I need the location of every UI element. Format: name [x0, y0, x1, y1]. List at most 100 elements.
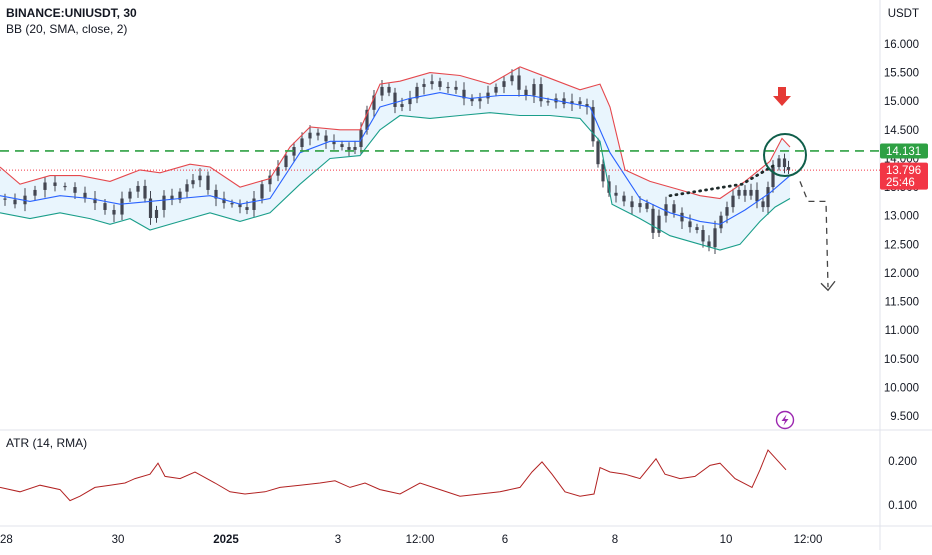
price-tick-label: 11.500 — [885, 297, 919, 309]
atr-tick-label: 0.200 — [888, 456, 917, 468]
time-axis[interactable]: 28 30 2025 3 12:00 6 8 10 12:00 — [0, 534, 822, 546]
price-tick-label: 12.500 — [884, 239, 919, 251]
candle-body — [238, 204, 242, 208]
last-price-tag-bg — [880, 162, 928, 190]
candle-body — [387, 86, 391, 93]
candle-body — [510, 75, 514, 82]
resistance-price-tag-text: 14.131 — [886, 146, 921, 158]
candle-body — [206, 175, 210, 190]
candle-body — [3, 198, 7, 200]
candle-body — [502, 81, 506, 87]
candle-body — [332, 141, 336, 145]
candle-body — [353, 147, 357, 150]
candle-body — [43, 182, 47, 190]
projection-path[interactable] — [799, 181, 829, 288]
candle-body — [120, 198, 124, 215]
arrow-head — [773, 96, 791, 106]
candle-body — [112, 209, 116, 215]
candle-body — [73, 187, 77, 193]
candle-body — [276, 167, 280, 176]
candle-body — [731, 195, 735, 208]
candle-body — [415, 86, 419, 99]
atr-indicator-title[interactable]: ATR (14, RMA) — [6, 436, 88, 450]
candle-body — [13, 199, 17, 205]
candle-body — [743, 189, 747, 196]
candle-body — [438, 81, 442, 87]
dotted-trendline[interactable] — [668, 162, 778, 198]
candle-body — [422, 84, 426, 87]
candle-body — [601, 164, 605, 182]
candle-body — [347, 147, 351, 150]
price-axis[interactable]: USDT16.00015.50015.00014.50014.00013.500… — [884, 8, 919, 423]
arrow-down-icon[interactable] — [773, 87, 791, 106]
price-tick-label: 13.000 — [884, 211, 919, 223]
candle-body — [664, 204, 668, 216]
highlight-circle[interactable] — [763, 133, 807, 178]
candle-body — [719, 215, 723, 229]
resistance-price-tag-bg — [880, 143, 928, 159]
candle-body — [359, 129, 363, 148]
candle-body — [591, 106, 595, 142]
price-tick-label: 15.500 — [884, 68, 919, 80]
candle-body — [532, 84, 536, 96]
candle-body — [393, 92, 397, 107]
price-tick-label: 15.000 — [884, 96, 919, 108]
candle-body — [446, 86, 450, 89]
candle-body — [614, 192, 618, 196]
candle-body — [148, 198, 153, 218]
candle-body — [136, 185, 140, 192]
candle-body — [316, 132, 320, 136]
candle-body — [83, 192, 87, 199]
candle-body — [786, 167, 791, 170]
candle-body — [737, 189, 741, 196]
candle-body — [766, 187, 770, 208]
candle-body — [53, 182, 57, 186]
candle-body — [782, 158, 787, 168]
bb-basis-line — [0, 92, 791, 225]
bb-indicator-title[interactable]: BB (20, SMA, close, 2) — [6, 22, 128, 36]
candle-body — [214, 189, 218, 199]
candle-body — [486, 92, 490, 99]
candle-body — [230, 203, 234, 205]
time-tick-label: 3 — [335, 534, 341, 546]
candle-body — [365, 109, 369, 130]
candle-body — [761, 201, 765, 208]
candle-body — [33, 189, 37, 196]
candle-body — [260, 184, 264, 199]
resistance-price-tag[interactable]: 14.131 — [880, 143, 928, 159]
candle-body — [546, 101, 550, 103]
candle-body — [154, 209, 159, 218]
lightning-icon[interactable] — [775, 410, 795, 430]
candle-body — [596, 141, 600, 165]
candle-body — [578, 101, 582, 105]
candle-body — [539, 84, 543, 102]
candle-body — [672, 204, 676, 213]
candle-body — [143, 185, 147, 199]
candle-body — [430, 81, 434, 85]
price-tick-label: 10.500 — [884, 354, 919, 366]
candles-group — [3, 67, 791, 255]
atr-axis[interactable]: 0.200 0.100 — [888, 456, 917, 512]
last-price-value: 13.796 — [886, 165, 921, 177]
candle-body — [713, 228, 717, 248]
price-tick-label: 14.500 — [884, 125, 919, 137]
candle-body — [657, 215, 661, 233]
projection-arrowhead — [820, 280, 836, 292]
candle-body — [191, 180, 195, 185]
candle-body — [645, 203, 649, 209]
candle-body — [680, 212, 684, 222]
candle-body — [268, 175, 272, 185]
symbol-title-text: BINANCE:UNIUSDT, 30 — [6, 6, 137, 20]
candle-body — [308, 132, 312, 139]
time-tick-label: 10 — [720, 534, 733, 546]
candle-body — [562, 98, 566, 105]
candle-body — [651, 208, 655, 233]
candle-body — [128, 191, 132, 199]
candle-body — [707, 241, 711, 248]
price-tick-label: 16.000 — [884, 39, 919, 51]
candle-body — [103, 203, 107, 210]
candle-body — [380, 86, 384, 96]
